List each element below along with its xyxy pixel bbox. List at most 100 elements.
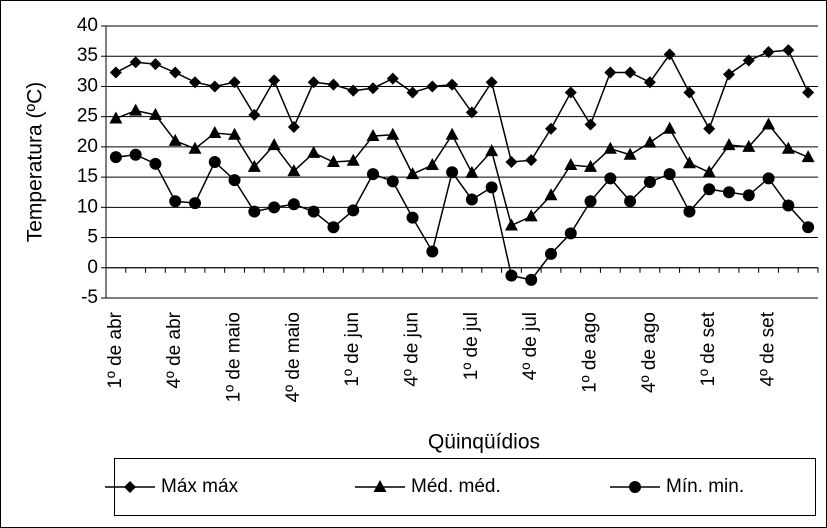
marker xyxy=(386,127,400,140)
marker xyxy=(604,66,617,79)
x-tick-label: 4º de jun xyxy=(402,312,423,387)
marker xyxy=(367,82,379,95)
marker xyxy=(465,165,479,178)
x-tick-label: 4º de maio xyxy=(283,312,304,402)
marker xyxy=(584,195,597,208)
marker xyxy=(129,56,142,69)
marker xyxy=(663,121,677,134)
marker xyxy=(268,74,281,87)
marker xyxy=(326,155,340,167)
marker xyxy=(465,193,478,206)
marker xyxy=(373,480,387,492)
marker xyxy=(169,66,182,79)
marker xyxy=(802,86,815,99)
legend-label: Méd. méd. xyxy=(411,476,501,497)
marker xyxy=(485,181,498,194)
marker xyxy=(109,66,122,79)
marker xyxy=(781,141,795,154)
marker xyxy=(703,183,716,196)
marker xyxy=(525,154,538,167)
marker xyxy=(346,153,360,166)
marker xyxy=(802,221,815,234)
marker xyxy=(624,66,637,79)
marker xyxy=(109,111,123,124)
marker xyxy=(307,76,320,89)
marker xyxy=(762,45,775,58)
marker xyxy=(327,221,340,234)
marker xyxy=(169,195,182,208)
marker xyxy=(505,156,518,168)
marker xyxy=(564,86,577,99)
y-tick-label: 5 xyxy=(87,227,98,248)
x-tick-label: 1º de jun xyxy=(342,312,363,387)
marker xyxy=(228,76,241,89)
marker xyxy=(525,273,538,286)
marker xyxy=(247,159,261,172)
marker xyxy=(446,166,459,179)
x-tick-label: 4º de ago xyxy=(639,312,660,393)
y-tick-label: -5 xyxy=(81,287,98,308)
marker xyxy=(228,174,241,187)
marker xyxy=(742,54,755,67)
marker xyxy=(584,159,598,172)
marker xyxy=(406,167,420,180)
marker xyxy=(544,188,558,201)
marker xyxy=(148,107,162,120)
x-tick-label: 1º de maio xyxy=(224,312,245,402)
marker xyxy=(623,147,637,160)
y-tick-label: 20 xyxy=(77,136,98,157)
marker xyxy=(801,150,815,163)
marker xyxy=(228,127,242,140)
marker xyxy=(643,135,657,148)
marker xyxy=(129,103,143,116)
x-tick-label: 1º de set xyxy=(698,311,719,386)
marker xyxy=(682,156,696,169)
marker xyxy=(189,76,201,89)
x-tick-label: 4º de set xyxy=(758,311,779,386)
y-tick-label: 30 xyxy=(77,75,98,96)
marker xyxy=(564,227,577,240)
y-tick-label: 40 xyxy=(77,15,98,36)
x-tick-label: 4º de abr xyxy=(164,311,185,388)
marker xyxy=(168,133,182,146)
marker xyxy=(367,168,379,181)
marker xyxy=(287,198,300,211)
marker xyxy=(505,269,518,282)
marker xyxy=(643,175,656,188)
marker xyxy=(208,125,222,138)
marker xyxy=(629,481,641,493)
marker xyxy=(702,165,716,178)
marker xyxy=(248,108,261,121)
marker xyxy=(504,218,518,231)
marker xyxy=(703,122,716,135)
marker xyxy=(426,245,439,258)
y-tick-label: 0 xyxy=(87,257,98,278)
y-tick-label: 10 xyxy=(77,196,98,217)
y-tick-label: 15 xyxy=(77,166,98,187)
y-axis-title: Temperatura (ºC) xyxy=(24,82,47,243)
marker xyxy=(663,168,676,181)
y-tick-label: 35 xyxy=(77,45,98,66)
marker xyxy=(545,122,557,135)
marker xyxy=(307,145,321,158)
legend-label: Máx máx xyxy=(161,476,239,497)
marker xyxy=(425,158,439,171)
marker xyxy=(149,58,162,71)
marker xyxy=(366,129,380,142)
marker xyxy=(347,204,360,217)
marker xyxy=(762,117,776,130)
x-tick-label: 4º de jul xyxy=(520,312,541,380)
marker xyxy=(327,78,340,91)
y-tick-label: 25 xyxy=(77,106,98,127)
marker xyxy=(584,118,597,131)
marker xyxy=(603,141,617,154)
marker xyxy=(188,141,202,154)
x-tick-label: 1º de ago xyxy=(580,312,601,393)
marker xyxy=(762,172,775,185)
marker xyxy=(683,205,696,218)
marker xyxy=(683,86,696,99)
marker xyxy=(124,481,136,493)
marker xyxy=(742,139,756,152)
x-tick-label: 1º de jul xyxy=(461,312,482,380)
